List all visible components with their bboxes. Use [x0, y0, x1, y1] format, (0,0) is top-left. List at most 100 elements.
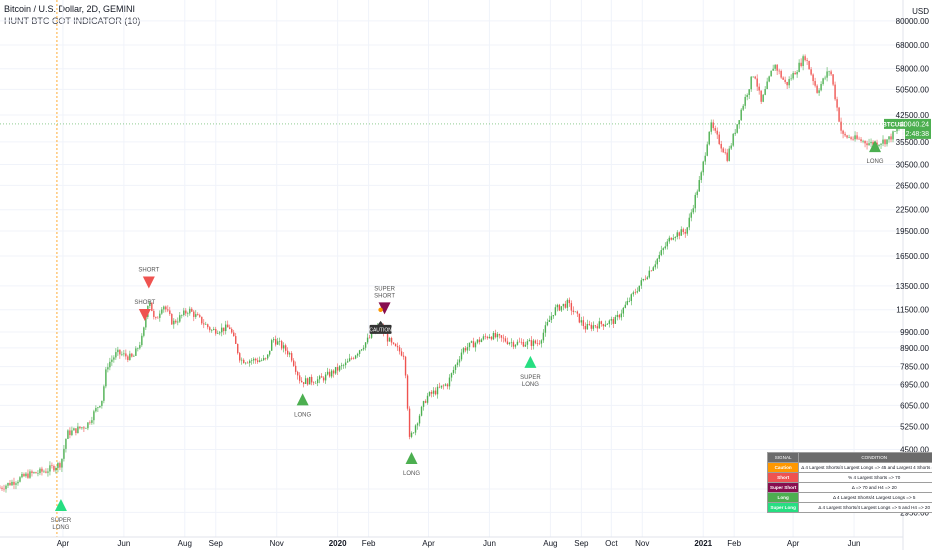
candle-body	[292, 360, 295, 366]
candle-body	[83, 427, 85, 429]
candle-body	[167, 309, 169, 311]
candle-body	[658, 255, 660, 259]
candle-body	[782, 77, 784, 80]
candle-body	[482, 336, 485, 340]
candle-body	[422, 401, 425, 407]
candle-body	[282, 345, 285, 349]
candle-body	[662, 248, 664, 251]
candle-body	[488, 336, 491, 339]
candle-body	[674, 237, 676, 239]
candle-body	[622, 307, 625, 314]
candle-body	[354, 355, 357, 359]
candle-body	[109, 361, 111, 368]
candle-body	[738, 120, 740, 125]
candle-body	[650, 270, 652, 272]
candle-body	[696, 191, 698, 195]
candle-body	[788, 79, 790, 86]
candle-body	[97, 407, 99, 409]
candle-body	[710, 122, 712, 132]
short-arrow-icon	[138, 308, 151, 321]
candle-body	[524, 344, 527, 347]
candle-body	[434, 390, 437, 395]
candle-body	[570, 303, 573, 311]
candle-body	[594, 325, 597, 327]
candle-body	[278, 341, 281, 342]
candle-body	[386, 333, 389, 342]
candle-body	[890, 136, 892, 140]
candle-body	[822, 78, 824, 84]
candle-body	[894, 131, 896, 132]
currency-label: USD	[912, 7, 929, 16]
x-tick-label: Aug	[543, 539, 557, 548]
candle-body	[600, 321, 603, 325]
candle-body	[189, 308, 191, 314]
x-tick-label: Jun	[483, 539, 496, 548]
candle-body	[670, 237, 672, 240]
x-tick-label: Sep	[574, 539, 589, 548]
candle-body	[460, 352, 463, 360]
y-tick-label: 9900.00	[900, 328, 929, 337]
candle-body	[740, 109, 742, 121]
candle-body	[520, 341, 523, 343]
candle-body	[33, 472, 35, 474]
candle-body	[183, 310, 185, 316]
candle-body	[510, 342, 513, 343]
y-tick-label: 7850.00	[900, 363, 929, 372]
candle-body	[35, 472, 37, 474]
candle-body	[326, 371, 329, 375]
y-tick-label: 6950.00	[900, 381, 929, 390]
candle-body	[197, 314, 199, 316]
x-tick-label: Sep	[209, 539, 224, 548]
candle-body	[518, 341, 521, 343]
candle-body	[762, 94, 764, 102]
candle-body	[752, 76, 754, 78]
candle-body	[145, 316, 147, 328]
candle-body	[175, 320, 177, 323]
candle-body	[173, 320, 175, 325]
candle-body	[792, 72, 794, 79]
candle-body	[225, 324, 227, 332]
candle-body	[364, 342, 367, 348]
candle-body	[810, 69, 812, 75]
candle-body	[504, 338, 507, 342]
candle-body	[870, 141, 872, 144]
candle-body	[37, 473, 39, 474]
candle-body	[348, 358, 351, 362]
candle-body	[494, 332, 497, 338]
candle-body	[816, 85, 818, 93]
signal-label: SHORT	[138, 268, 159, 274]
candle-body	[794, 72, 796, 75]
short-arrow-icon	[378, 302, 391, 315]
candle-body	[296, 371, 299, 376]
candle-body	[101, 400, 103, 406]
candle-body	[606, 323, 609, 325]
candle-body	[582, 320, 585, 327]
signal-short: SHORT	[134, 300, 156, 321]
candle-body	[358, 350, 361, 354]
candle-body	[221, 327, 223, 333]
candle-body	[280, 341, 283, 349]
candle-body	[7, 482, 9, 486]
legend-row: Super Long Δ 4 Largest Shorts/4 Largest …	[766, 502, 932, 513]
candle-body	[426, 395, 429, 403]
candle-body	[824, 77, 826, 79]
candle-body	[59, 463, 61, 468]
candle-body	[790, 78, 792, 80]
candle-body	[442, 385, 445, 387]
candle-body	[448, 377, 451, 387]
candle-body	[131, 353, 133, 357]
candle-body	[516, 341, 519, 345]
candle-body	[478, 339, 481, 343]
candle-body	[806, 60, 808, 61]
short-arrow-icon	[142, 276, 155, 289]
candle-body	[320, 376, 323, 378]
chart-title: Bitcoin / U.S. Dollar, 2D, GEMINI	[4, 4, 136, 14]
candle-body	[203, 323, 205, 325]
candle-body	[706, 144, 708, 156]
x-tick-label: Aug	[178, 539, 192, 548]
candle-body	[556, 304, 559, 308]
long-arrow-icon	[405, 451, 418, 464]
candle-body	[734, 132, 736, 134]
